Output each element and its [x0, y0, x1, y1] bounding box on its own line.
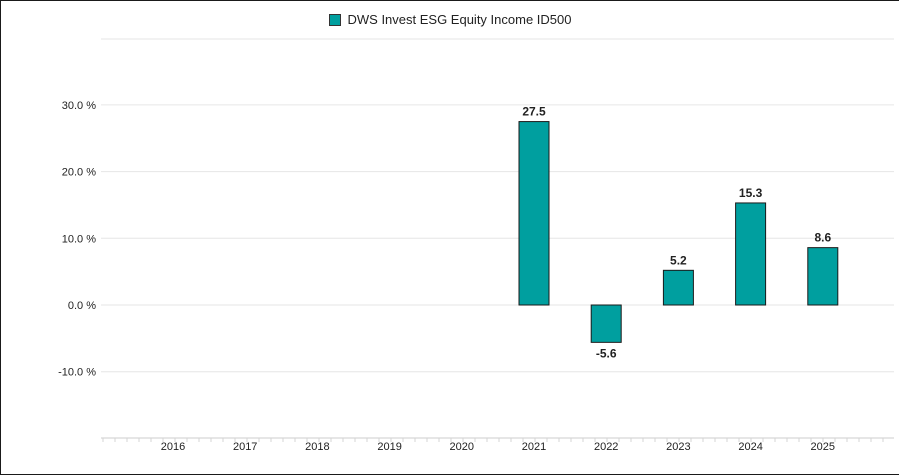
x-tick-label: 2017	[233, 441, 257, 453]
y-tick-label: -10.0 %	[58, 367, 96, 379]
y-tick-label: 0.0 %	[68, 300, 96, 312]
bar	[590, 304, 622, 343]
y-tick-label: 30.0 %	[62, 100, 96, 112]
x-tick-label: 2021	[522, 441, 546, 453]
data-label: 8.6	[814, 231, 831, 245]
x-tick-label: 2016	[161, 441, 185, 453]
bar	[662, 269, 694, 306]
x-tick-label: 2018	[305, 441, 329, 453]
data-label: -5.6	[596, 346, 617, 360]
x-tick-label: 2023	[666, 441, 690, 453]
bar	[807, 247, 839, 306]
y-tick-label: 20.0 %	[62, 167, 96, 179]
chart-legend: DWS Invest ESG Equity Income ID500	[1, 12, 899, 27]
x-tick-label: 2022	[594, 441, 618, 453]
legend-swatch	[328, 13, 341, 26]
x-tick-label: 2019	[377, 441, 401, 453]
data-label: 5.2	[670, 253, 687, 267]
x-tick-label: 2024	[738, 441, 762, 453]
data-label: 15.3	[739, 186, 763, 200]
bar	[518, 121, 550, 306]
x-tick-label: 2020	[450, 441, 474, 453]
legend-label: DWS Invest ESG Equity Income ID500	[347, 12, 572, 27]
data-label: 27.5	[522, 105, 546, 119]
bar	[735, 202, 767, 306]
x-tick-label: 2025	[811, 441, 835, 453]
y-tick-label: 10.0 %	[62, 233, 96, 245]
